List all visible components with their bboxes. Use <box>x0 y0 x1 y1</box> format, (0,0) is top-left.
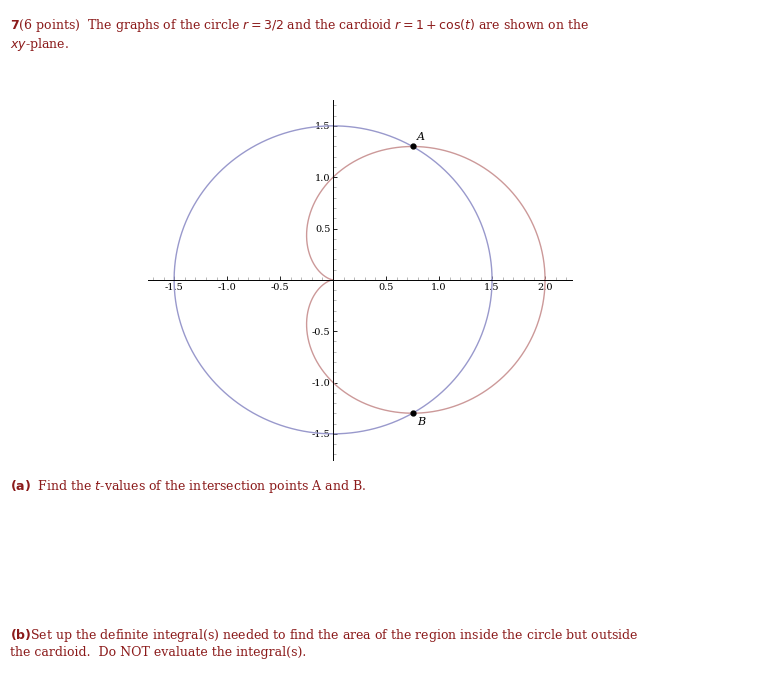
Text: $\mathbf{(b)}$Set up the definite integral(s) needed to find the area of the reg: $\mathbf{(b)}$Set up the definite integr… <box>10 627 638 645</box>
Text: $\mathbf{7}$(6 points)  The graphs of the circle $r = 3/2$ and the cardioid $r =: $\mathbf{7}$(6 points) The graphs of the… <box>10 17 589 35</box>
Text: A: A <box>417 133 425 142</box>
Text: $xy$-plane.: $xy$-plane. <box>10 36 69 53</box>
Text: $\mathbf{(a)}$  Find the $t$-values of the intersection points A and B.: $\mathbf{(a)}$ Find the $t$-values of th… <box>10 478 366 495</box>
Text: the cardioid.  Do NOT evaluate the integral(s).: the cardioid. Do NOT evaluate the integr… <box>10 646 306 659</box>
Text: B: B <box>417 417 425 427</box>
